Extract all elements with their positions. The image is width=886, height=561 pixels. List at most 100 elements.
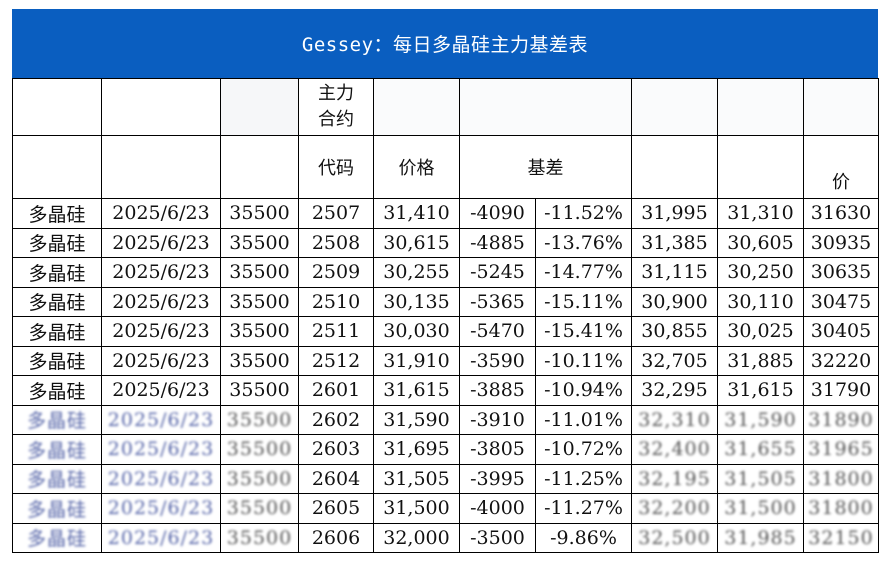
cell-col9: 31,615	[717, 375, 804, 406]
cell-col9: 30,605	[717, 227, 804, 258]
cell-col9: 31,985	[717, 522, 804, 553]
basis-table: 主力 合约 代码 价格 基差 价 多晶硅 2025/6/23	[12, 78, 879, 553]
cell-col10: 32150	[803, 522, 879, 553]
cell-spot: 35500	[220, 345, 299, 376]
table-body: 多晶硅 2025/6/23 35500 2507 31,410 -4090 -11.52% 3…	[12, 198, 879, 553]
cell-date: 2025/6/23	[101, 286, 221, 317]
cell-code: 2604	[298, 463, 374, 494]
cell-product: 多晶硅	[12, 493, 102, 524]
cell-basis: -3885	[459, 375, 536, 406]
header-price-blank	[373, 78, 460, 136]
cell-col8: 31,385	[631, 227, 718, 258]
cell-price: 30,615	[373, 227, 460, 258]
header-basis-blank	[459, 78, 632, 136]
cell-basis-pct: -10.94%	[535, 375, 632, 406]
table-row: 多晶硅 2025/6/23 35500 2602 31,590 -3910 -11.01% 3…	[12, 404, 879, 435]
cell-col8: 32,400	[631, 434, 718, 465]
cell-basis-pct: -11.27%	[535, 493, 632, 524]
header-basis: 基差	[459, 135, 632, 199]
cell-date: 2025/6/23	[101, 227, 221, 258]
cell-col9: 30,025	[717, 316, 804, 347]
cell-date: 2025/6/23	[101, 375, 221, 406]
cell-basis: -5365	[459, 286, 536, 317]
header-contract-line2: 合约	[318, 109, 354, 130]
cell-product: 多晶硅	[12, 404, 102, 435]
cell-col8: 31,115	[631, 257, 718, 288]
cell-product: 多晶硅	[12, 227, 102, 258]
cell-date: 2025/6/23	[101, 316, 221, 347]
cell-col8: 32,200	[631, 493, 718, 524]
cell-price: 31,500	[373, 493, 460, 524]
header-date-blank	[101, 78, 221, 136]
cell-basis: -4885	[459, 227, 536, 258]
table-row: 多晶硅 2025/6/23 35500 2601 31,615 -3885 -10.94% 3…	[12, 375, 879, 406]
cell-code: 2606	[298, 522, 374, 553]
cell-col8: 32,295	[631, 375, 718, 406]
cell-product: 多晶硅	[12, 345, 102, 376]
table-row: 多晶硅 2025/6/23 35500 2510 30,135 -5365 -15.11% 3…	[12, 286, 879, 317]
header-col10-blank	[803, 78, 879, 136]
cell-date: 2025/6/23	[101, 522, 221, 553]
cell-col9: 31,310	[717, 198, 804, 229]
cell-col9: 31,655	[717, 434, 804, 465]
cell-basis-pct: -9.86%	[535, 522, 632, 553]
cell-basis: -3500	[459, 522, 536, 553]
header-code: 代码	[298, 135, 374, 199]
cell-col10: 31800	[803, 463, 879, 494]
cell-spot: 35500	[220, 257, 299, 288]
cell-basis-pct: -14.77%	[535, 257, 632, 288]
cell-basis-pct: -15.11%	[535, 286, 632, 317]
table-row: 多晶硅 2025/6/23 35500 2604 31,505 -3995 -11.25% 3…	[12, 463, 879, 494]
cell-date: 2025/6/23	[101, 345, 221, 376]
cell-spot: 35500	[220, 316, 299, 347]
cell-col10: 32220	[803, 345, 879, 376]
cell-basis-pct: -10.72%	[535, 434, 632, 465]
cell-col10: 30935	[803, 227, 879, 258]
cell-basis: -5245	[459, 257, 536, 288]
cell-col10: 30475	[803, 286, 879, 317]
cell-price: 31,910	[373, 345, 460, 376]
cell-price: 30,135	[373, 286, 460, 317]
cell-product: 多晶硅	[12, 522, 102, 553]
cell-code: 2602	[298, 404, 374, 435]
cell-code: 2603	[298, 434, 374, 465]
header-product-blank	[12, 78, 102, 136]
header-price: 价格	[373, 135, 460, 199]
cell-col9: 31,885	[717, 345, 804, 376]
header-col9-blank	[717, 78, 804, 136]
header-contract: 主力 合约	[298, 78, 374, 136]
cell-date: 2025/6/23	[101, 463, 221, 494]
cell-spot: 35500	[220, 404, 299, 435]
cell-code: 2601	[298, 375, 374, 406]
header-contract-line1: 主力	[318, 83, 354, 104]
cell-col10: 31965	[803, 434, 879, 465]
cell-basis-pct: -11.25%	[535, 463, 632, 494]
cell-date: 2025/6/23	[101, 404, 221, 435]
cell-price: 31,695	[373, 434, 460, 465]
cell-col10: 31630	[803, 198, 879, 229]
cell-price: 31,615	[373, 375, 460, 406]
cell-col10: 31790	[803, 375, 879, 406]
cell-spot: 35500	[220, 227, 299, 258]
cell-spot: 35500	[220, 463, 299, 494]
cell-col8: 32,195	[631, 463, 718, 494]
cell-col10: 31800	[803, 493, 879, 524]
cell-product: 多晶硅	[12, 316, 102, 347]
cell-spot: 35500	[220, 198, 299, 229]
cell-col9: 31,505	[717, 463, 804, 494]
cell-price: 31,410	[373, 198, 460, 229]
cell-price: 30,255	[373, 257, 460, 288]
header-product	[12, 135, 102, 199]
cell-col9: 31,590	[717, 404, 804, 435]
cell-price: 31,590	[373, 404, 460, 435]
cell-spot: 35500	[220, 286, 299, 317]
cell-col9: 31,500	[717, 493, 804, 524]
cell-basis-pct: -11.01%	[535, 404, 632, 435]
cell-col10: 30405	[803, 316, 879, 347]
cell-price: 30,030	[373, 316, 460, 347]
cell-code: 2509	[298, 257, 374, 288]
table-row: 多晶硅 2025/6/23 35500 2603 31,695 -3805 -10.72% 3…	[12, 434, 879, 465]
cell-product: 多晶硅	[12, 286, 102, 317]
cell-product: 多晶硅	[12, 257, 102, 288]
cell-basis-pct: -13.76%	[535, 227, 632, 258]
